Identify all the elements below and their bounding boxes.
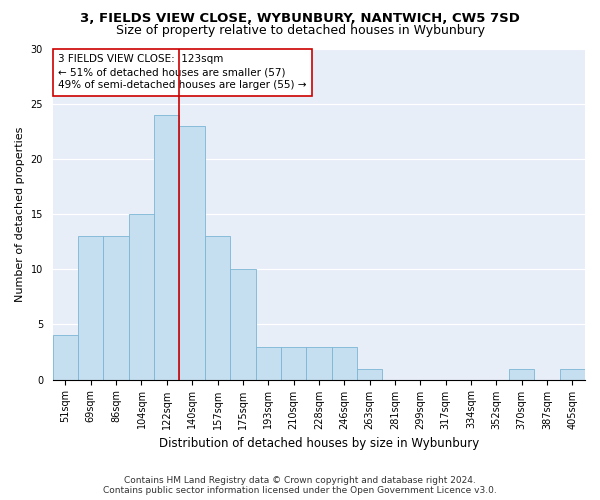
Bar [129, 214, 154, 380]
Bar [179, 126, 205, 380]
Y-axis label: Number of detached properties: Number of detached properties [15, 126, 25, 302]
Text: 3, FIELDS VIEW CLOSE, WYBUNBURY, NANTWICH, CW5 7SD: 3, FIELDS VIEW CLOSE, WYBUNBURY, NANTWIC… [80, 12, 520, 26]
Bar [306, 346, 332, 380]
Bar [78, 236, 103, 380]
Bar [205, 236, 230, 380]
Bar [154, 115, 179, 380]
Text: Contains HM Land Registry data © Crown copyright and database right 2024.
Contai: Contains HM Land Registry data © Crown c… [103, 476, 497, 495]
Bar [53, 336, 78, 380]
Bar [560, 368, 585, 380]
Bar [103, 236, 129, 380]
Bar [281, 346, 306, 380]
Bar [256, 346, 281, 380]
Text: Size of property relative to detached houses in Wybunbury: Size of property relative to detached ho… [115, 24, 485, 37]
Bar [332, 346, 357, 380]
Bar [509, 368, 535, 380]
Bar [357, 368, 382, 380]
X-axis label: Distribution of detached houses by size in Wybunbury: Distribution of detached houses by size … [159, 437, 479, 450]
Text: 3 FIELDS VIEW CLOSE:  123sqm
← 51% of detached houses are smaller (57)
49% of se: 3 FIELDS VIEW CLOSE: 123sqm ← 51% of det… [58, 54, 307, 90]
Bar [230, 270, 256, 380]
